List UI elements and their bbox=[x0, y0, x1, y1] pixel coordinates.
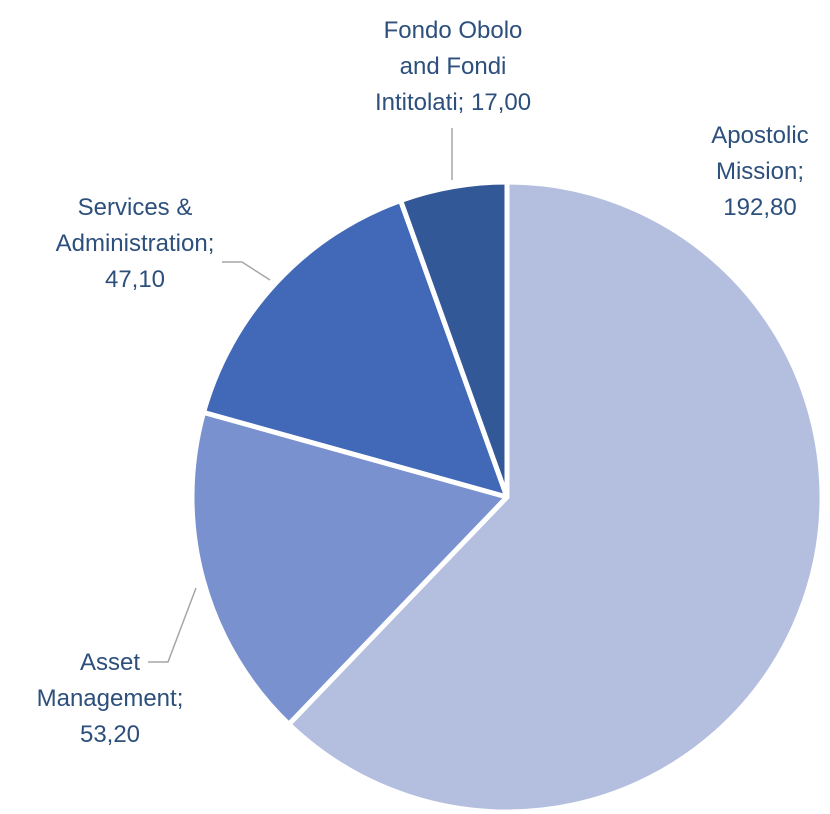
pie-slice bbox=[398, 179, 510, 500]
data-label: Fondo Obolo and Fondi Intitolati; 17,00 bbox=[365, 13, 541, 121]
category-label: Fondo Obolo and Fondi Intitolati; bbox=[374, 17, 523, 116]
value-label: 17,00 bbox=[471, 89, 532, 116]
category-label: Asset Management; bbox=[36, 649, 184, 712]
category-label: Apostolic Mission; bbox=[711, 122, 809, 185]
pie-slice bbox=[286, 179, 825, 814]
category-label: Services & Administration; bbox=[55, 194, 215, 257]
data-label: Asset Management; 53,20 bbox=[30, 645, 190, 753]
leader-line bbox=[222, 261, 271, 281]
slices bbox=[189, 179, 825, 814]
value-label: 53,20 bbox=[79, 721, 141, 748]
leader-line bbox=[148, 587, 197, 663]
value-label: 47,10 bbox=[104, 266, 166, 293]
pie-slice bbox=[189, 409, 510, 727]
data-label: Services & Administration; 47,10 bbox=[40, 190, 230, 298]
pie-slice bbox=[201, 198, 510, 500]
value-label: 192,80 bbox=[723, 194, 797, 221]
data-label: Apostolic Mission; 192,80 bbox=[700, 118, 820, 226]
